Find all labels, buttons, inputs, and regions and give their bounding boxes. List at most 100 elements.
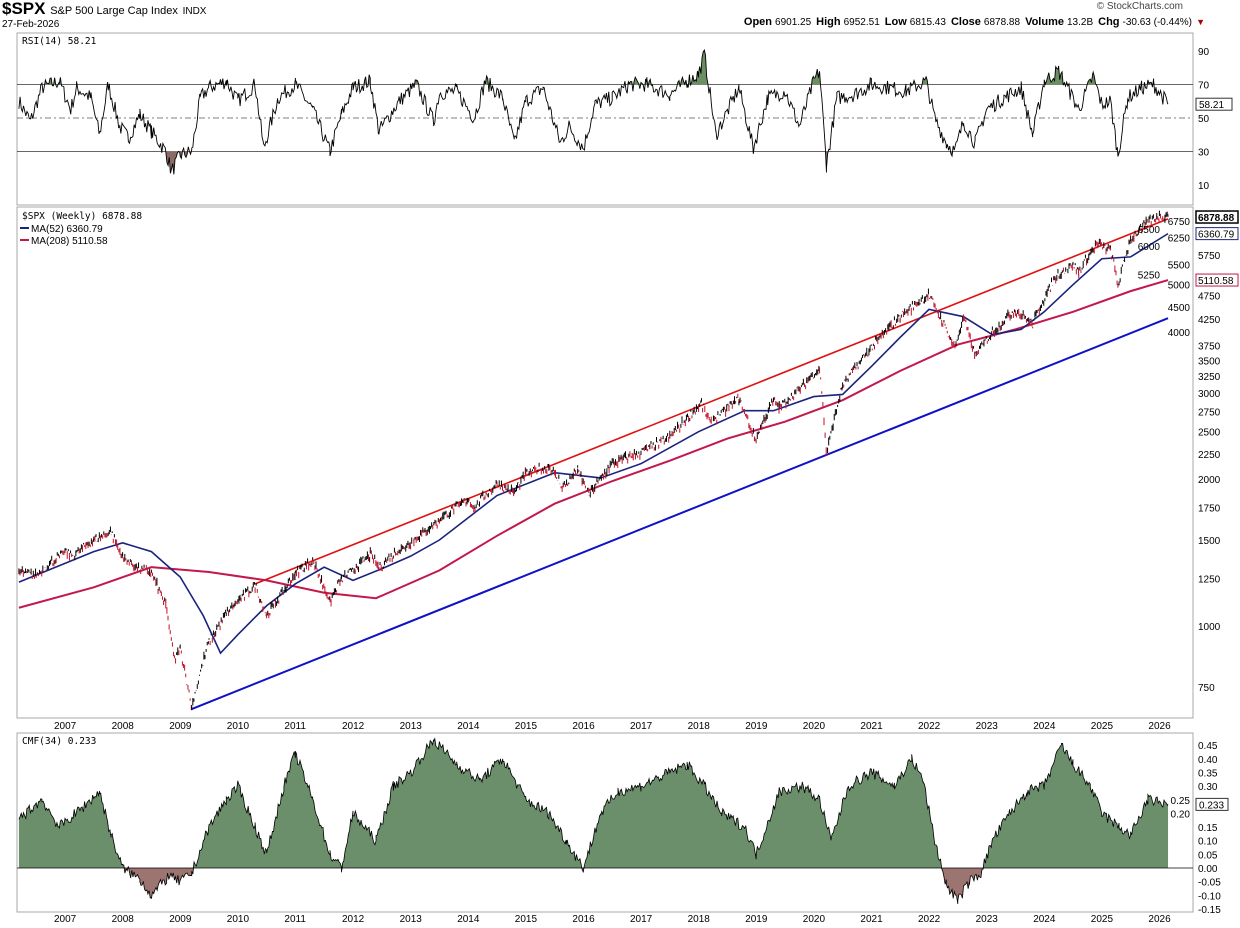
rsi-tick-label: 10 bbox=[1198, 181, 1210, 192]
price-y-tick-label: 3000 bbox=[1198, 389, 1221, 400]
rsi-line bbox=[18, 48, 1169, 175]
cmf-x-tick-label: 2020 bbox=[803, 914, 826, 925]
cmf-x-tick-label: 2019 bbox=[745, 914, 768, 925]
cmf-last-value: 0.233 bbox=[1199, 800, 1224, 811]
price-last-value-box bbox=[1195, 210, 1239, 224]
upper-trendline bbox=[254, 218, 1169, 585]
cmf-tick-label: 0.05 bbox=[1198, 850, 1218, 861]
price-y-tick-label: 1750 bbox=[1198, 503, 1221, 514]
price-x-tick-label: 2022 bbox=[918, 721, 941, 732]
ma208-last-value-box bbox=[1195, 273, 1239, 287]
price-y-tick-label: 2750 bbox=[1198, 407, 1221, 418]
rsi-tick-label: 90 bbox=[1198, 47, 1210, 58]
price-y-tick-label: 1250 bbox=[1198, 575, 1221, 586]
cmf-tick-label: 0.15 bbox=[1198, 823, 1218, 834]
cmf-x-tick-label: 2016 bbox=[572, 914, 595, 925]
cmf-x-tick-label: 2023 bbox=[976, 914, 999, 925]
price-x-tick-label: 2007 bbox=[54, 721, 77, 732]
cmf-legend: CMF(34) 0.233 bbox=[22, 736, 96, 747]
cmf-x-tick-label: 2015 bbox=[515, 914, 538, 925]
chart-title: $SPX S&P 500 Large Cap Index INDX bbox=[2, 0, 206, 20]
cmf-last-value-box bbox=[1195, 797, 1229, 811]
ohlc-value-volume: 13.2B bbox=[1066, 17, 1094, 28]
ohlc-key-low: Low bbox=[884, 16, 907, 28]
cmf-tick-label: -0.15 bbox=[1198, 905, 1221, 916]
price-y-tick-label: 4000 bbox=[1168, 328, 1191, 339]
price-x-tick-label: 2010 bbox=[227, 721, 250, 732]
price-y-tick-label: 6250 bbox=[1168, 233, 1191, 244]
price-y-tick-label: 6750 bbox=[1168, 217, 1191, 228]
price-y-tick-label: 1500 bbox=[1198, 536, 1221, 547]
price-y-tick-label: 5750 bbox=[1198, 251, 1221, 262]
change-down-icon: ▼ bbox=[1196, 17, 1205, 27]
ohlc-value-chg: -30.63 (-0.44%) bbox=[1122, 17, 1192, 28]
rsi-panel bbox=[16, 32, 1194, 206]
price-x-tick-label: 2026 bbox=[1148, 721, 1171, 732]
cmf-x-tick-label: 2025 bbox=[1091, 914, 1114, 925]
cmf-positive-area bbox=[18, 738, 1169, 868]
price-x-tick-label: 2015 bbox=[515, 721, 538, 732]
price-x-tick-label: 2018 bbox=[688, 721, 711, 732]
price-y-tick-label: 2250 bbox=[1198, 450, 1221, 461]
price-x-tick-label: 2013 bbox=[400, 721, 423, 732]
price-last-value: 6878.88 bbox=[1198, 213, 1235, 224]
price-y-tick-label: 1000 bbox=[1198, 622, 1221, 633]
cmf-x-tick-label: 2014 bbox=[457, 914, 480, 925]
price-x-tick-label: 2021 bbox=[860, 721, 883, 732]
price-x-tick-label: 2009 bbox=[169, 721, 192, 732]
cmf-tick-label: 0.20 bbox=[1171, 809, 1191, 820]
cmf-tick-label: -0.10 bbox=[1198, 891, 1221, 902]
price-x-tick-label: 2017 bbox=[630, 721, 653, 732]
cmf-x-tick-label: 2009 bbox=[169, 914, 192, 925]
price-y-tick-label: 6000 bbox=[1138, 242, 1161, 253]
rsi-legend: RSI(14) 58.21 bbox=[22, 36, 97, 47]
cmf-x-tick-label: 2010 bbox=[227, 914, 250, 925]
ohlc-key-chg: Chg bbox=[1098, 16, 1120, 28]
price-y-tick-label: 4250 bbox=[1198, 315, 1221, 326]
price-x-tick-label: 2024 bbox=[1033, 721, 1056, 732]
symbol: $SPX bbox=[2, 0, 46, 18]
cmf-line bbox=[18, 737, 1169, 904]
ohlc-key-close: Close bbox=[950, 16, 981, 28]
price-x-tick-label: 2025 bbox=[1091, 721, 1114, 732]
price-y-tick-label: 5250 bbox=[1138, 270, 1161, 281]
ma52-last-value: 6360.79 bbox=[1198, 230, 1235, 241]
cmf-tick-label: 0.35 bbox=[1198, 768, 1218, 779]
lower-trendline bbox=[191, 317, 1169, 710]
ohlc-value-low: 6815.43 bbox=[909, 17, 946, 28]
exchange: INDX bbox=[182, 6, 207, 17]
price-y-tick-label: 3250 bbox=[1198, 372, 1221, 383]
cmf-x-tick-label: 2007 bbox=[54, 914, 77, 925]
cmf-tick-label: 0.10 bbox=[1198, 837, 1218, 848]
ohlc-readout: Open 6901.25 High 6952.51 Low 6815.43 Close 687… bbox=[744, 16, 1192, 29]
cmf-x-tick-label: 2013 bbox=[400, 914, 423, 925]
ma52-legend: MA(52) 6360.79 bbox=[31, 224, 103, 235]
price-y-tick-label: 2500 bbox=[1198, 428, 1221, 439]
cmf-tick-label: 0.25 bbox=[1171, 796, 1191, 807]
cmf-negative-area bbox=[18, 868, 1169, 904]
cmf-tick-label: 0.30 bbox=[1198, 782, 1218, 793]
price-x-tick-label: 2019 bbox=[745, 721, 768, 732]
ma208-legend: MA(208) 5110.58 bbox=[31, 236, 108, 247]
price-y-tick-label: 5500 bbox=[1168, 260, 1191, 271]
cmf-tick-label: -0.05 bbox=[1198, 878, 1221, 889]
price-y-tick-label: 3500 bbox=[1198, 356, 1221, 367]
price-x-tick-label: 2014 bbox=[457, 721, 480, 732]
price-y-tick-label: 4750 bbox=[1198, 292, 1221, 303]
ohlc-value-high: 6952.51 bbox=[843, 17, 880, 28]
cmf-tick-label: 0.40 bbox=[1198, 755, 1218, 766]
cmf-x-tick-label: 2022 bbox=[918, 914, 941, 925]
price-panel bbox=[16, 206, 1194, 719]
ma208-last-value: 5110.58 bbox=[1198, 276, 1234, 287]
rsi-tick-label: 30 bbox=[1198, 148, 1210, 159]
price-y-tick-label: 6500 bbox=[1138, 225, 1161, 236]
price-x-tick-label: 2011 bbox=[284, 721, 306, 732]
rsi-overbought-fill bbox=[18, 50, 1169, 85]
rsi-tick-label: 50 bbox=[1198, 114, 1210, 125]
cmf-x-tick-label: 2024 bbox=[1033, 914, 1056, 925]
ohlc-value-open: 6901.25 bbox=[775, 17, 812, 28]
price-y-tick-label: 2000 bbox=[1198, 475, 1221, 486]
price-x-tick-label: 2016 bbox=[572, 721, 595, 732]
chart-date: 27-Feb-2026 bbox=[2, 19, 60, 30]
price-legend: $SPX (Weekly) 6878.88 bbox=[22, 211, 142, 222]
